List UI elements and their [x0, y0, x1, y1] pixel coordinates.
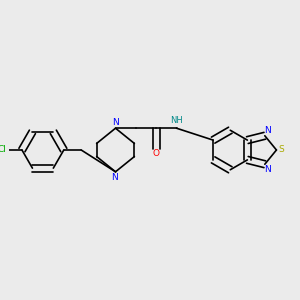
Text: Cl: Cl [0, 146, 7, 154]
Text: N: N [264, 165, 271, 174]
Text: NH: NH [170, 116, 183, 125]
Text: N: N [112, 118, 119, 127]
Text: N: N [111, 173, 118, 182]
Text: N: N [264, 126, 271, 135]
Text: S: S [279, 146, 284, 154]
Text: O: O [153, 149, 160, 158]
